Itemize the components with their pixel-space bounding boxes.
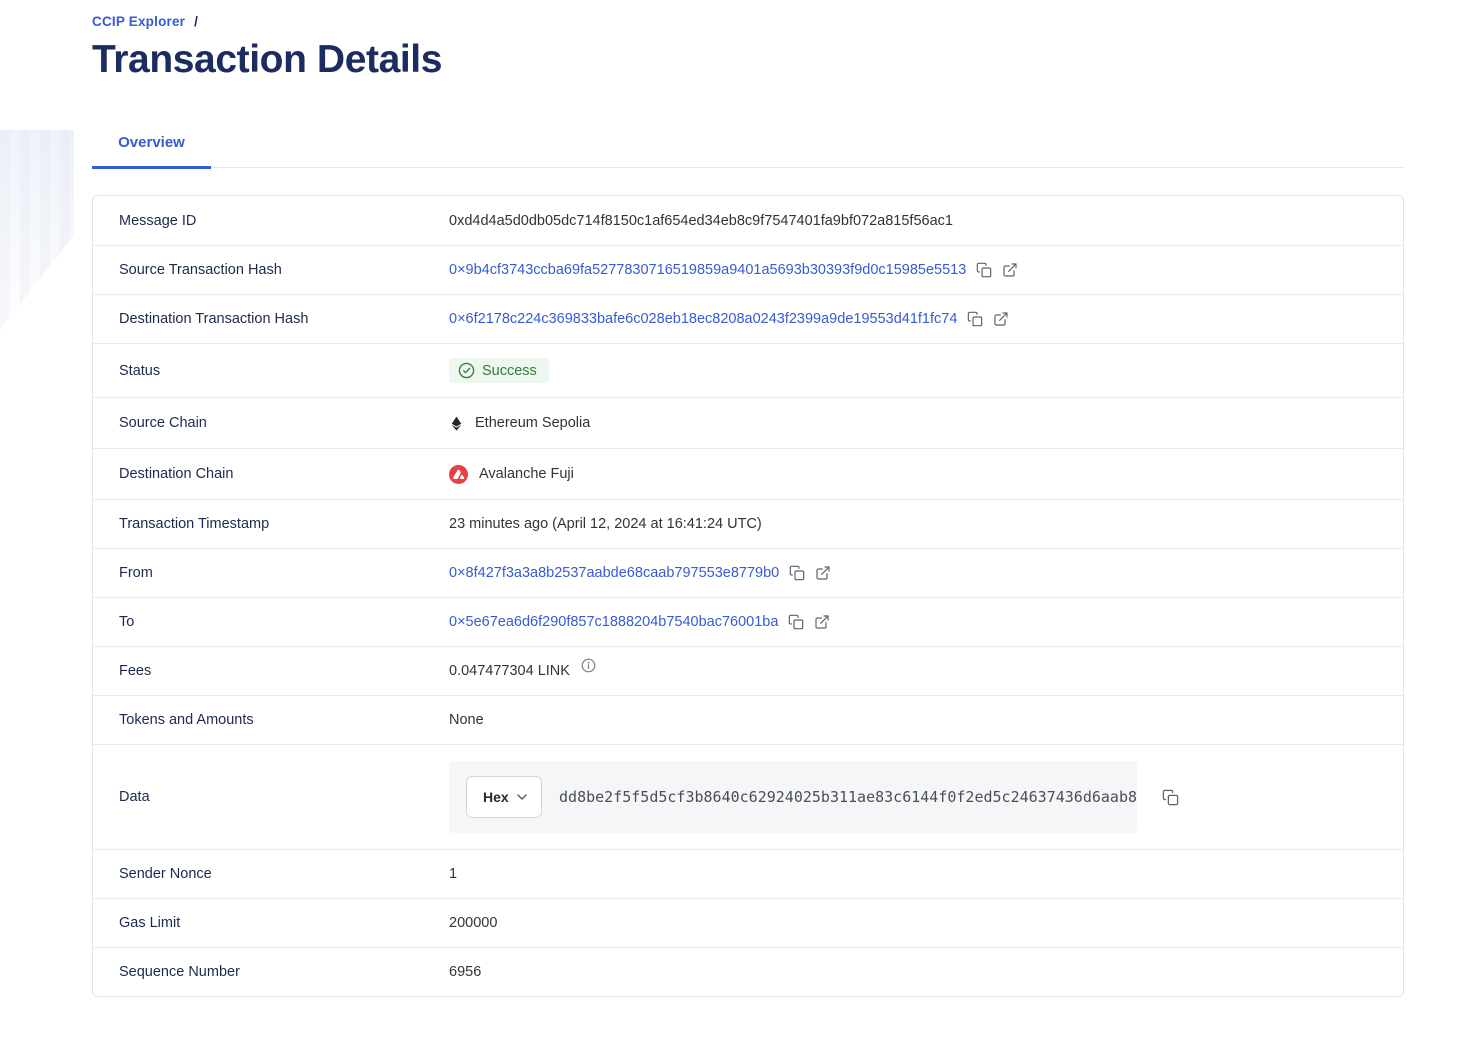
copy-icon[interactable] (789, 565, 805, 581)
table-row-to: To 0×5e67ea6d6f290f857c1888204b7540bac76… (93, 597, 1403, 646)
table-row-fees: Fees 0.047477304 LINK (93, 646, 1403, 695)
table-row-sender-nonce: Sender Nonce 1 (93, 849, 1403, 898)
row-label-dest-chain: Destination Chain (93, 466, 449, 482)
row-label-message-id: Message ID (93, 213, 449, 229)
row-label-dest-tx-hash: Destination Transaction Hash (93, 311, 449, 327)
table-row-status: Status Success (93, 343, 1403, 397)
chevron-down-icon (514, 789, 530, 805)
row-label-gas-limit: Gas Limit (93, 915, 449, 931)
sender-nonce-value: 1 (449, 866, 457, 882)
source-tx-hash-link[interactable]: 0×9b4cf3743ccba69fa5277830716519859a9401… (449, 262, 966, 278)
table-row-source-tx-hash: Source Transaction Hash 0×9b4cf3743ccba6… (93, 245, 1403, 294)
status-badge-label: Success (482, 363, 537, 379)
sequence-number-value: 6956 (449, 964, 481, 980)
row-label-source-tx-hash: Source Transaction Hash (93, 262, 449, 278)
table-row-source-chain: Source Chain Ethereum Sepolia (93, 397, 1403, 448)
data-hex-value: dd8be2f5f5d5cf3b8640c62924025b311ae83c61… (559, 788, 1137, 806)
data-encoding-select[interactable]: Hex (466, 776, 542, 818)
avalanche-icon (449, 465, 468, 484)
breadcrumb-separator: / (194, 14, 198, 29)
gas-limit-value: 200000 (449, 915, 497, 931)
row-label-to: To (93, 614, 449, 630)
table-row-from: From 0×8f427f3a3a8b2537aabde68caab797553… (93, 548, 1403, 597)
copy-icon[interactable] (788, 614, 804, 630)
tab-overview[interactable]: Overview (92, 128, 211, 169)
source-chain-name: Ethereum Sepolia (475, 415, 590, 431)
row-label-from: From (93, 565, 449, 581)
from-address-link[interactable]: 0×8f427f3a3a8b2537aabde68caab797553e8779… (449, 565, 779, 581)
row-label-timestamp: Transaction Timestamp (93, 516, 449, 532)
row-label-status: Status (93, 363, 449, 379)
table-row-sequence-number: Sequence Number 6956 (93, 947, 1403, 996)
table-row-timestamp: Transaction Timestamp 23 minutes ago (Ap… (93, 499, 1403, 548)
check-circle-icon (458, 362, 475, 379)
breadcrumb: CCIP Explorer / (92, 14, 1404, 29)
to-address-link[interactable]: 0×5e67ea6d6f290f857c1888204b7540bac76001… (449, 614, 778, 630)
page-title: Transaction Details (92, 38, 1404, 82)
row-label-tokens: Tokens and Amounts (93, 712, 449, 728)
data-encoding-selected-value: Hex (483, 789, 509, 805)
row-label-source-chain: Source Chain (93, 415, 449, 431)
transaction-details-page: CCIP Explorer / Transaction Details Over… (0, 0, 1470, 997)
info-icon[interactable] (581, 658, 596, 673)
transaction-details-card: Message ID 0xd4d4a5d0db05dc714f8150c1af6… (92, 195, 1404, 997)
breadcrumb-link-ccip-explorer[interactable]: CCIP Explorer (92, 14, 185, 29)
tokens-value: None (449, 712, 484, 728)
copy-icon[interactable] (1162, 789, 1179, 806)
table-row-message-id: Message ID 0xd4d4a5d0db05dc714f8150c1af6… (93, 196, 1403, 245)
row-label-sequence-number: Sequence Number (93, 964, 449, 980)
dest-tx-hash-link[interactable]: 0×6f2178c224c369833bafe6c028eb18ec8208a0… (449, 311, 957, 327)
copy-icon[interactable] (976, 262, 992, 278)
row-label-sender-nonce: Sender Nonce (93, 866, 449, 882)
external-link-icon[interactable] (1002, 262, 1018, 278)
data-panel: Hex dd8be2f5f5d5cf3b8640c62924025b311ae8… (449, 761, 1137, 833)
external-link-icon[interactable] (814, 614, 830, 630)
tab-bar: Overview (92, 128, 1404, 168)
row-label-fees: Fees (93, 663, 449, 679)
table-row-tokens: Tokens and Amounts None (93, 695, 1403, 744)
fees-value: 0.047477304 LINK (449, 663, 570, 679)
table-row-gas-limit: Gas Limit 200000 (93, 898, 1403, 947)
ethereum-icon (449, 416, 464, 431)
row-label-data: Data (93, 789, 449, 805)
message-id-value: 0xd4d4a5d0db05dc714f8150c1af654ed34eb8c9… (449, 213, 953, 229)
table-row-dest-tx-hash: Destination Transaction Hash 0×6f2178c22… (93, 294, 1403, 343)
external-link-icon[interactable] (815, 565, 831, 581)
table-row-data: Data Hex dd8be2f5f5d5cf3b8640c62924025b3… (93, 744, 1403, 849)
copy-icon[interactable] (967, 311, 983, 327)
external-link-icon[interactable] (993, 311, 1009, 327)
dest-chain-name: Avalanche Fuji (479, 466, 574, 482)
status-badge: Success (449, 358, 549, 383)
table-row-dest-chain: Destination Chain Avalanche Fuji (93, 448, 1403, 499)
timestamp-value: 23 minutes ago (April 12, 2024 at 16:41:… (449, 516, 762, 532)
